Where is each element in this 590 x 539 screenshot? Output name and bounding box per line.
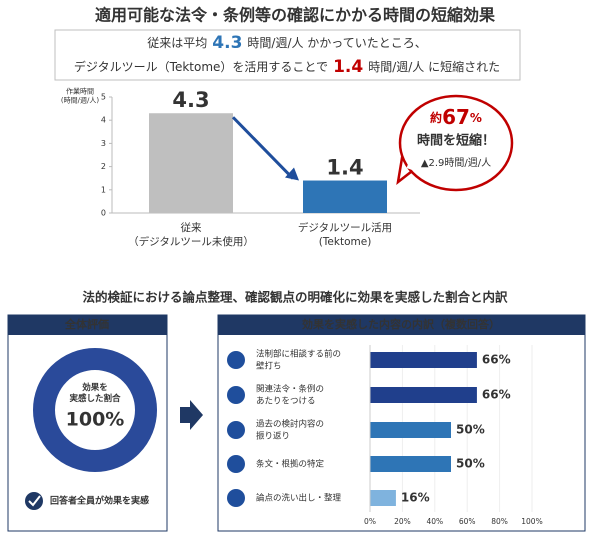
- bar: [303, 180, 387, 213]
- y-tick-label: 条文・根拠の特定: [256, 459, 325, 470]
- panel-header: [218, 315, 585, 335]
- donut-segment: [33, 348, 157, 472]
- x-tick-label: (Tektome): [319, 236, 372, 248]
- callout-cover: [406, 158, 420, 172]
- callout-value: 約67%: [430, 105, 482, 129]
- summary-number: 1.4: [333, 57, 363, 77]
- x-tick-label: 40%: [426, 517, 443, 526]
- y-tick-label: 4: [101, 116, 106, 125]
- y-tick-label: 0: [101, 209, 106, 218]
- x-tick-label: 60%: [459, 517, 476, 526]
- summary-number: 4.3: [212, 33, 242, 53]
- row-icon: [227, 489, 245, 507]
- bar: [370, 352, 477, 368]
- value-label: 16%: [401, 491, 430, 505]
- row-icon: [227, 386, 245, 404]
- value-label: 4.3: [172, 88, 209, 112]
- y-axis-label: (時間/週/人): [61, 96, 99, 105]
- value-label: 50%: [456, 457, 485, 471]
- panel-header: [8, 315, 167, 335]
- callout-unit: %: [470, 111, 482, 125]
- x-tick-label: 0%: [364, 517, 376, 526]
- value-label: 1.4: [326, 156, 363, 180]
- y-tick-label: 論点の洗い出し・整理: [256, 493, 342, 504]
- y-tick-label: 5: [101, 93, 106, 102]
- bar: [370, 387, 477, 403]
- bar: [370, 456, 451, 472]
- y-tick-label: 過去の検討内容の: [256, 419, 324, 430]
- trend-arrowhead: [285, 167, 299, 181]
- donut-value-label: 100%: [66, 409, 125, 431]
- y-tick-label: 関連法令・条例の: [256, 384, 324, 395]
- summary-text: 時間/週/人 に短縮された: [368, 59, 500, 74]
- y-tick-label: 2: [101, 162, 106, 171]
- summary-text: 時間/週/人 かかっていたところ、: [247, 36, 426, 50]
- bar: [370, 490, 396, 506]
- y-tick-label: 振り返り: [256, 431, 290, 442]
- x-tick-label: （デジタルツール未使用）: [128, 235, 254, 248]
- y-axis-label: 作業時間: [66, 87, 94, 96]
- donut-center-label: 効果を: [82, 382, 108, 393]
- summary-text: デジタルツール（Tektome）を活用することで: [74, 59, 328, 74]
- page-title: 適用可能な法令・条例等の確認にかかる時間の短縮効果: [95, 6, 495, 25]
- check-mark: [28, 495, 41, 507]
- trend-arrow: [231, 116, 295, 180]
- x-tick-label: 80%: [491, 517, 508, 526]
- summary-text: 従来は平均: [147, 36, 207, 50]
- bar: [149, 113, 233, 213]
- callout-prefix: 約: [430, 110, 442, 125]
- panel-title: 全体評価: [64, 317, 109, 331]
- row-icon: [227, 455, 245, 473]
- summary-box: [54, 29, 521, 81]
- section-title: 法的検証における論点整理、確認観点の明確化に効果を実感した割合と内訳: [82, 290, 508, 305]
- x-tick-label: 100%: [521, 517, 542, 526]
- y-tick-label: 1: [101, 185, 106, 194]
- y-tick-label: 3: [101, 139, 106, 148]
- y-tick-label: あたりをつける: [256, 397, 316, 407]
- summary-line: デジタルツール（Tektome）を活用することで 1.4 時間/週/人 に短縮された: [74, 57, 500, 77]
- callout-note: ▲2.9時間/週/人: [421, 157, 491, 169]
- x-tick-label: 20%: [394, 517, 411, 526]
- callout-text: 時間を短縮！: [417, 133, 495, 149]
- row-icon: [227, 351, 245, 369]
- check-icon: [25, 492, 43, 510]
- y-tick-label: 壁打ち: [256, 361, 282, 372]
- x-tick-label: デジタルツール活用: [298, 221, 392, 234]
- panel-footer: 回答者全員が効果を実感: [50, 495, 149, 507]
- value-label: 50%: [456, 423, 485, 437]
- x-tick-label: 従来: [181, 221, 202, 234]
- y-tick-label: 法制部に相談する前の: [256, 349, 341, 360]
- flow-arrow: [180, 400, 203, 430]
- value-label: 66%: [482, 353, 511, 367]
- row-icon: [227, 421, 245, 439]
- panel-title: 効果を実感した内容の内訳（複数回答）: [302, 317, 500, 331]
- callout-number: 67: [442, 105, 470, 129]
- bar: [370, 422, 451, 438]
- value-label: 66%: [482, 388, 511, 402]
- summary-line: 従来は平均 4.3 時間/週/人 かかっていたところ、: [147, 33, 426, 53]
- donut-center-label: 実感した割合: [69, 393, 121, 404]
- callout: [398, 94, 514, 192]
